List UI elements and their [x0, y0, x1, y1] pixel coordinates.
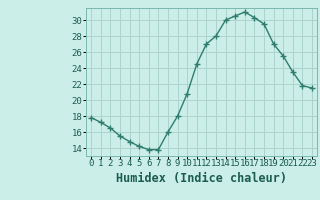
X-axis label: Humidex (Indice chaleur): Humidex (Indice chaleur) — [116, 172, 287, 185]
